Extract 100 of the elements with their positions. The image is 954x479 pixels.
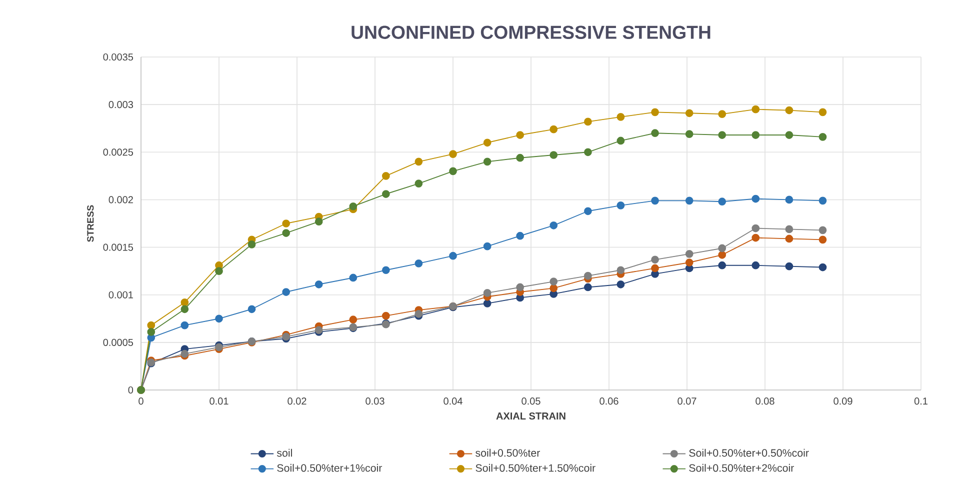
point [752, 234, 760, 242]
point [584, 283, 592, 292]
point [550, 151, 558, 159]
point [282, 229, 290, 237]
point [516, 154, 524, 162]
point [752, 194, 760, 203]
y-tick-label: 0.0035 [103, 53, 134, 61]
point [616, 201, 625, 210]
point [651, 256, 659, 264]
x-tick-label: 0.01 [210, 398, 228, 405]
point [483, 299, 492, 308]
point [818, 263, 827, 272]
x-tick-label: 0.02 [288, 398, 306, 405]
point [818, 132, 827, 141]
point [215, 314, 223, 323]
point [718, 250, 726, 259]
point [449, 167, 457, 176]
legend-label: Soil+0.50%ter+1.50%coir [476, 464, 596, 472]
point [616, 266, 625, 274]
point [248, 240, 256, 248]
point [785, 234, 794, 243]
y-axis-title: STRESS [87, 205, 94, 242]
point [180, 305, 189, 314]
legend-label: soil+0.50%ter [476, 448, 540, 457]
point [516, 232, 524, 240]
point [718, 261, 726, 270]
point [382, 190, 390, 198]
point [349, 202, 358, 210]
chart-title: UNCONFINED COMPRESSIVE STENGTH [352, 26, 710, 39]
point [651, 129, 659, 138]
point [651, 108, 659, 116]
y-tick-label: 0 [128, 386, 134, 394]
legend-label: Soil+0.50%ter+2%coir [689, 464, 794, 472]
x-tick-label: 0.08 [756, 398, 774, 405]
y-tick-label: 0.001 [108, 291, 133, 298]
y-tick-label: 0.0025 [103, 148, 134, 156]
point [483, 242, 492, 250]
point [752, 105, 760, 114]
point [516, 131, 524, 139]
x-tick-label: 0.1 [914, 398, 928, 405]
point [483, 158, 492, 166]
point [818, 226, 827, 234]
point [550, 278, 558, 286]
point [651, 264, 659, 272]
point [147, 321, 156, 330]
point [785, 225, 794, 234]
point [584, 272, 592, 280]
point [349, 316, 358, 324]
point [550, 221, 558, 230]
point [147, 328, 156, 336]
legend-label: Soil+0.50%ter+1%coir [277, 464, 382, 472]
point [584, 148, 592, 156]
x-tick-label: 0.05 [522, 398, 540, 405]
point [616, 113, 625, 121]
point [616, 280, 625, 288]
point [349, 274, 358, 282]
x-tick-label: 0.07 [678, 398, 696, 405]
point [483, 138, 492, 147]
point [818, 196, 827, 205]
point [818, 236, 827, 244]
point [382, 312, 390, 320]
point [414, 180, 423, 188]
point [314, 280, 323, 288]
point [685, 196, 694, 205]
point [785, 196, 794, 204]
point [180, 321, 189, 330]
legend-label: soil [276, 448, 292, 457]
point [248, 305, 256, 314]
point [550, 284, 558, 292]
point [752, 261, 760, 270]
y-tick-label: 0.0015 [103, 244, 134, 251]
point [616, 136, 625, 145]
point [752, 131, 760, 139]
point [785, 106, 794, 114]
point [651, 196, 659, 205]
y-tick-label: 0.0005 [103, 338, 134, 346]
point [282, 220, 290, 228]
point [685, 130, 694, 138]
x-tick-label: 0.09 [834, 398, 852, 405]
point [483, 289, 492, 297]
point [785, 262, 794, 270]
legend-label: Soil+0.50%ter+0.50%coir [689, 448, 809, 457]
x-tick-label: 0.04 [444, 398, 462, 405]
x-axis-title: AXIAL STRAIN [496, 412, 566, 420]
point [685, 258, 694, 266]
x-tick-label: 0 [138, 398, 144, 405]
point [414, 158, 423, 166]
x-tick-label: 0.06 [600, 398, 618, 405]
x-tick-label: 0.03 [366, 398, 384, 405]
point [180, 298, 189, 306]
point [718, 131, 726, 139]
point [382, 266, 390, 274]
point [449, 252, 457, 260]
point [449, 150, 457, 158]
point [215, 267, 223, 276]
point [685, 109, 694, 118]
y-tick-label: 0.002 [108, 196, 133, 204]
point [282, 288, 290, 296]
point [752, 224, 760, 232]
point [785, 131, 794, 139]
